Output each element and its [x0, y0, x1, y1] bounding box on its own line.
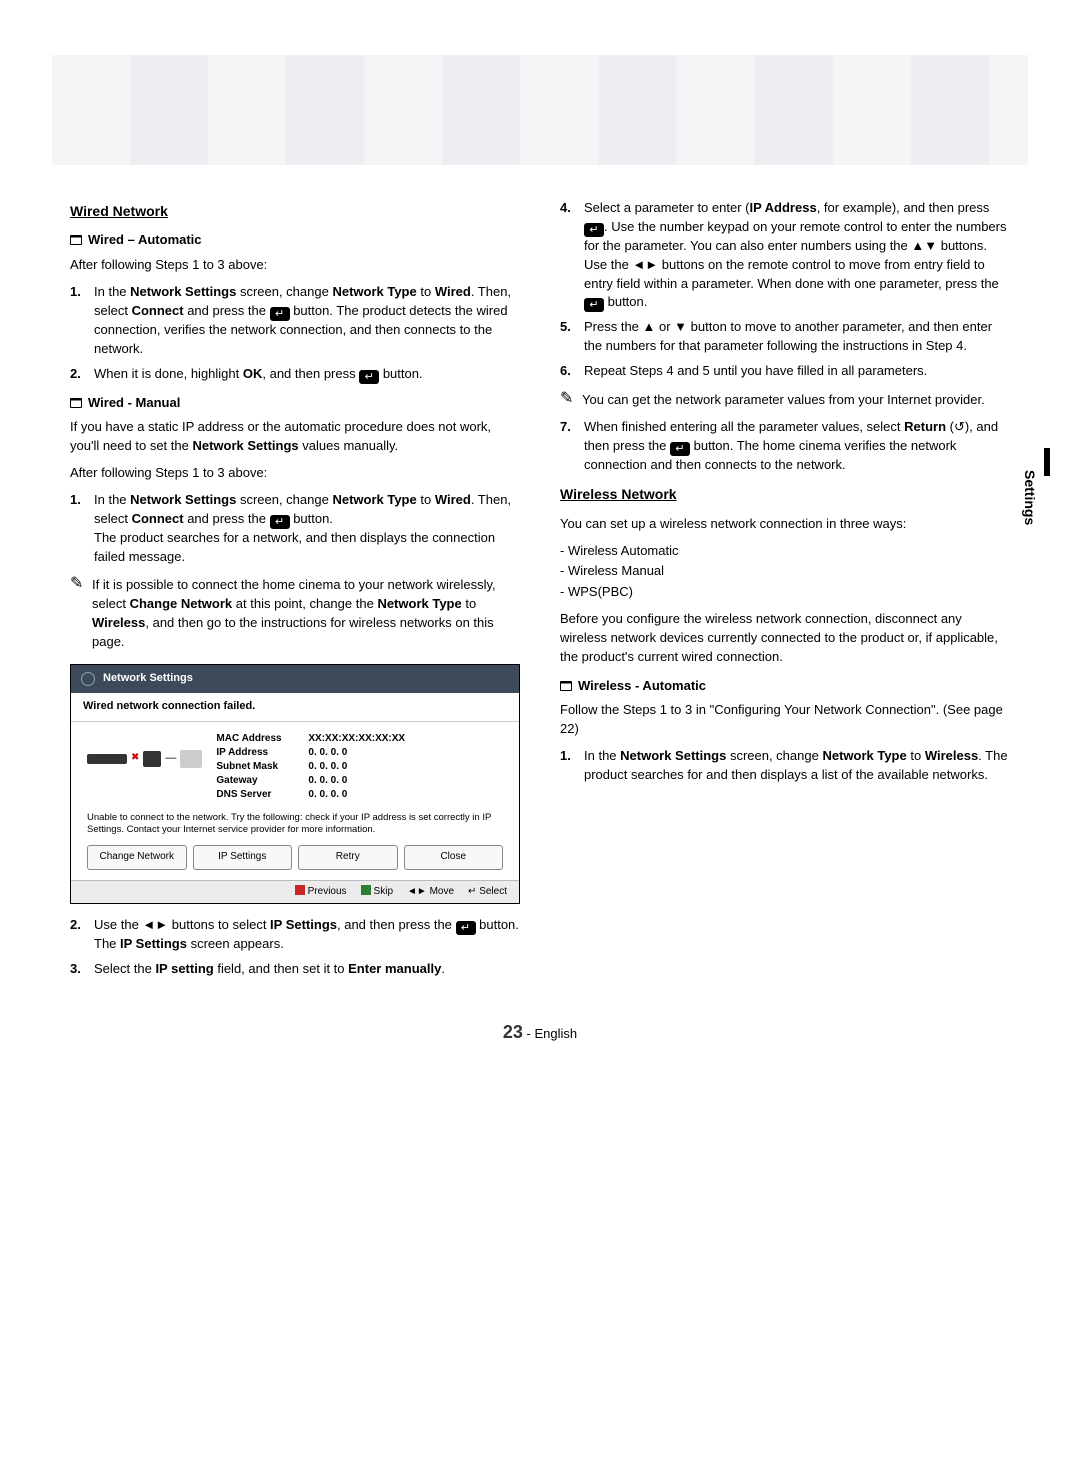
tv-status: Wired network connection failed.: [71, 693, 519, 722]
manual-step-5: Press the ▲ or ▼ button to move to anoth…: [584, 318, 1010, 356]
manual-step-1: In the Network Settings screen, change N…: [94, 491, 520, 567]
header-pattern: [52, 55, 1028, 165]
step-number: 2.: [70, 916, 94, 954]
section-tab: Settings: [1020, 470, 1040, 525]
manual-step-2: Use the ◄► buttons to select IP Settings…: [94, 916, 520, 954]
page-number: 23: [503, 1022, 523, 1042]
network-settings-screenshot: Network Settings Wired network connectio…: [70, 664, 520, 905]
ip-settings-button[interactable]: IP Settings: [193, 845, 293, 870]
manual-note: ✎ If it is possible to connect the home …: [70, 576, 520, 651]
wireless-methods-list: Wireless Automatic Wireless Manual WPS(P…: [560, 542, 1010, 603]
enter-icon: [456, 921, 476, 935]
tv-footer: Previous Skip ◄► Move ↵ Select: [71, 880, 519, 904]
step-number: 2.: [70, 365, 94, 384]
step-number: 1.: [560, 747, 584, 785]
right-column: 4. Select a parameter to enter (IP Addre…: [560, 195, 1010, 989]
step-number: 3.: [70, 960, 94, 979]
auto-step-1: In the Network Settings screen, change N…: [94, 283, 520, 359]
manual-step-3: Select the IP setting field, and then se…: [94, 960, 520, 979]
enter-icon: [359, 370, 379, 384]
step-number: 4.: [560, 199, 584, 312]
manual-intro: If you have a static IP address or the a…: [70, 418, 520, 456]
network-params-table: MAC AddressXX:XX:XX:XX:XX:XX IP Address0…: [216, 732, 503, 802]
step-number: 7.: [560, 418, 584, 475]
tv-title-bar: Network Settings: [71, 665, 519, 693]
close-button[interactable]: Close: [404, 845, 504, 870]
connection-diagram: ✖—: [87, 740, 202, 778]
green-key-icon: [361, 885, 371, 895]
wired-manual-heading: Wired - Manual: [70, 394, 520, 413]
wireless-automatic-heading: Wireless - Automatic: [560, 677, 1010, 696]
step-number: 5.: [560, 318, 584, 356]
tv-error-message: Unable to connect to the network. Try th…: [71, 808, 519, 846]
manual-step-7: When finished entering all the parameter…: [584, 418, 1010, 475]
enter-icon: [584, 298, 604, 312]
page-footer: 23 - English: [70, 1019, 1010, 1045]
step-number: 1.: [70, 283, 94, 359]
enter-icon: [270, 515, 290, 529]
note-icon: ✎: [560, 391, 582, 410]
auto-intro: After following Steps 1 to 3 above:: [70, 256, 520, 275]
enter-icon: [270, 307, 290, 321]
left-column: Wired Network Wired – Automatic After fo…: [70, 195, 520, 989]
wired-automatic-heading: Wired – Automatic: [70, 231, 520, 250]
red-key-icon: [295, 885, 305, 895]
wireless-auto-follow: Follow the Steps 1 to 3 in "Configuring …: [560, 701, 1010, 739]
enter-icon: [670, 442, 690, 456]
auto-step-2: When it is done, highlight OK, and then …: [94, 365, 520, 384]
wired-network-heading: Wired Network: [70, 201, 520, 221]
wireless-intro: You can set up a wireless network connec…: [560, 515, 1010, 534]
wireless-network-heading: Wireless Network: [560, 484, 1010, 504]
manual-page: Settings Wired Network Wired – Automatic…: [0, 0, 1080, 1085]
manual-follow: After following Steps 1 to 3 above:: [70, 464, 520, 483]
enter-icon: [584, 223, 604, 237]
step-number: 1.: [70, 491, 94, 567]
change-network-button[interactable]: Change Network: [87, 845, 187, 870]
page-language: English: [534, 1026, 577, 1041]
note-icon: ✎: [70, 576, 92, 651]
tv-title: Network Settings: [103, 671, 193, 687]
section-marker: [1044, 448, 1050, 476]
manual-step-6: Repeat Steps 4 and 5 until you have fill…: [584, 362, 1010, 381]
wireless-before: Before you configure the wireless networ…: [560, 610, 1010, 667]
provider-note: ✎ You can get the network parameter valu…: [560, 391, 1010, 410]
manual-step-4: Select a parameter to enter (IP Address,…: [584, 199, 1010, 312]
wireless-auto-step-1: In the Network Settings screen, change N…: [584, 747, 1010, 785]
step-number: 6.: [560, 362, 584, 381]
disc-icon: [81, 672, 95, 686]
retry-button[interactable]: Retry: [298, 845, 398, 870]
